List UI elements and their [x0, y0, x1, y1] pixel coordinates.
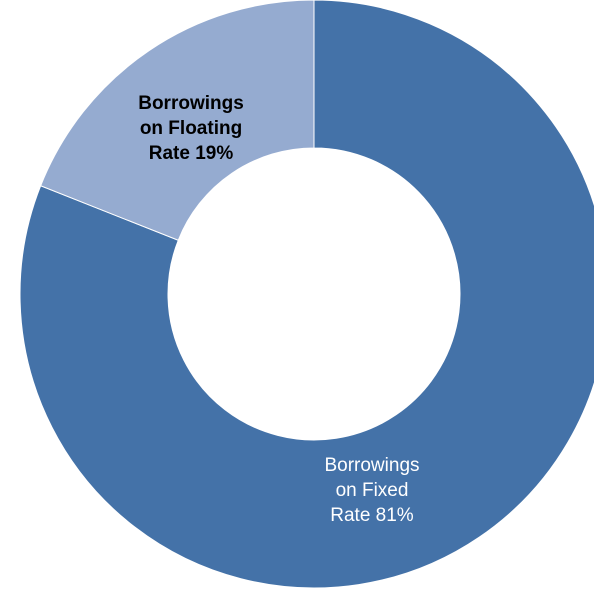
slice-label-fixed-line-2: on Fixed	[335, 480, 409, 501]
slice-label-floating-rate: Borrowings on Floating Rate 19%	[110, 91, 272, 166]
donut-slice-floating-rate	[39, 0, 315, 241]
slice-label-fixed-rate: Borrowings on Fixed Rate 81%	[292, 453, 452, 528]
slice-label-floating-line-3: Rate 19%	[148, 143, 234, 164]
donut-slice-fixed-rate	[19, 0, 594, 589]
slice-label-floating-line-2: on Floating	[139, 118, 243, 139]
slice-label-fixed-line-3: Rate 81%	[330, 505, 414, 526]
slice-label-floating-line-1: Borrowings	[138, 93, 244, 114]
slice-label-fixed-line-1: Borrowings	[324, 455, 420, 476]
